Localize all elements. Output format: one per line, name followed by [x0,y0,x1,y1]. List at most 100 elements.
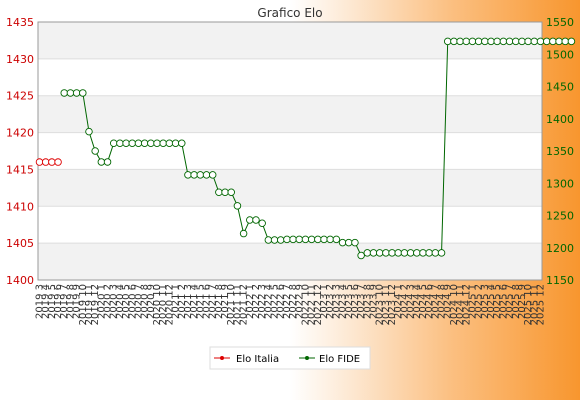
data-point-elo-fide [326,235,334,244]
data-point-elo-fide [153,139,161,148]
x-tick-label: 2025 7 [505,284,516,319]
legend-box [209,346,371,370]
data-point-elo-fide [221,188,229,197]
data-point-elo-fide [289,235,297,244]
x-tick-label: 2023 6 [350,284,361,319]
data-point-elo-fide [196,171,205,179]
x-tick-label: 2025 3 [480,284,491,319]
x-tick-label: 2022 11 [307,284,318,325]
x-tick-label: 2022 7 [282,284,293,319]
x-tick-label: 2023 7 [356,284,367,319]
data-point-elo-fide [345,238,353,247]
x-tick-label: 2023 1 [319,284,330,319]
data-point-elo-fide [283,235,291,244]
data-point-elo-fide [72,89,81,97]
right-tick-label: 1400 [546,113,574,126]
x-tick-label: 2025 2 [474,284,485,319]
data-point-elo-fide [85,127,93,136]
legend-label-elo-italia: Elo Italia [236,354,279,365]
x-tick-label: 2023 12 [387,284,398,325]
data-point-elo-fide [307,235,316,244]
x-tick-label: 2021 6 [202,284,213,319]
data-point-elo-fide [406,249,415,257]
x-tick-label: 2020 9 [146,284,157,319]
x-tick-label: 2021 8 [214,284,225,319]
data-point-elo-fide [474,37,483,46]
data-point-elo-fide [295,235,304,244]
x-tick-label: 2020 6 [127,284,138,319]
data-point-elo-fide [338,238,347,247]
x-tick-label: 2023 11 [381,284,392,325]
chart-legend: Elo Italia Elo FIDE [209,346,371,370]
x-tick-label: 2020 10 [152,284,163,325]
x-tick-label: 2025 12 [536,284,547,325]
right-tick-label: 1200 [546,242,574,255]
data-point-elo-fide [388,249,396,257]
data-point-elo-fide [499,37,508,46]
data-point-elo-fide [382,249,390,257]
x-tick-label: 2025 4 [486,284,497,319]
right-tick-label: 1450 [546,81,574,94]
x-tick-label: 2022 2 [251,284,262,319]
data-point-elo-fide [443,37,452,46]
data-point-elo-fide [567,37,576,46]
x-tick-label: 2024 3 [406,284,417,319]
data-point-elo-fide [400,249,409,257]
x-tick-label: 2021 4 [189,284,200,319]
legend-item-elo-fide: Elo FIDE [299,354,360,365]
x-tick-label: 2019 11 [84,284,95,325]
data-point-elo-fide [462,37,471,46]
data-point-elo-fide [314,235,322,244]
x-tick-label: 2024 9 [443,284,454,319]
x-tick-label: 2021 5 [195,284,206,319]
x-tick-label: 2024 5 [418,284,429,319]
data-point-elo-fide [246,216,254,224]
x-tick-label: 2024 12 [461,284,472,325]
data-point-elo-fide [512,37,520,46]
x-tick-label: 2021 10 [226,284,237,325]
left-tick-label: 1420 [6,127,34,140]
legend-marker-elo-fide [305,356,309,360]
x-tick-label: 2021 2 [177,284,188,319]
data-point-elo-fide [437,249,446,257]
data-point-elo-fide [122,139,130,148]
x-tick-label: 2021 7 [208,284,219,319]
data-point-elo-fide [413,249,421,257]
left-tick-label: 1405 [6,237,34,250]
x-tick-label: 2022 6 [276,284,287,319]
data-point-elo-italia [41,158,50,166]
data-point-elo-italia [48,158,56,166]
x-tick-label: 2019 3 [35,284,46,319]
data-point-elo-fide [487,37,495,46]
x-tick-label: 2019 7 [59,284,70,319]
data-point-elo-fide [91,147,99,155]
data-point-elo-fide [561,37,569,46]
x-tick-label: 2025 5 [492,284,503,319]
data-point-elo-fide [394,249,402,257]
left-tick-label: 1435 [6,16,34,29]
right-tick-label: 1500 [546,48,574,61]
data-point-elo-fide [208,171,217,179]
x-tick-label: 2023 4 [338,284,349,319]
x-tick-label: 2025 6 [498,284,509,319]
x-tick-label: 2019 10 [78,284,89,325]
right-tick-label: 1550 [546,16,574,29]
x-tick-label: 2025 8 [511,284,522,319]
legend-item-elo-italia: Elo Italia [214,354,279,365]
data-point-elo-fide [134,139,143,148]
x-tick-label: 2023 10 [375,284,386,325]
x-tick-label: 2020 8 [140,284,151,319]
x-tick-label: 2022 1 [245,284,256,319]
right-tick-label: 1150 [546,274,574,287]
x-tick-label: 2020 5 [121,284,132,319]
data-point-elo-fide [493,37,501,46]
left-tick-label: 1415 [6,163,34,176]
data-point-elo-fide [258,219,266,227]
plot-band [38,132,542,170]
x-tick-label: 2024 6 [424,284,435,319]
data-point-elo-fide [97,158,106,166]
plot-band [38,243,542,280]
x-tick-label: 2024 7 [430,284,441,319]
